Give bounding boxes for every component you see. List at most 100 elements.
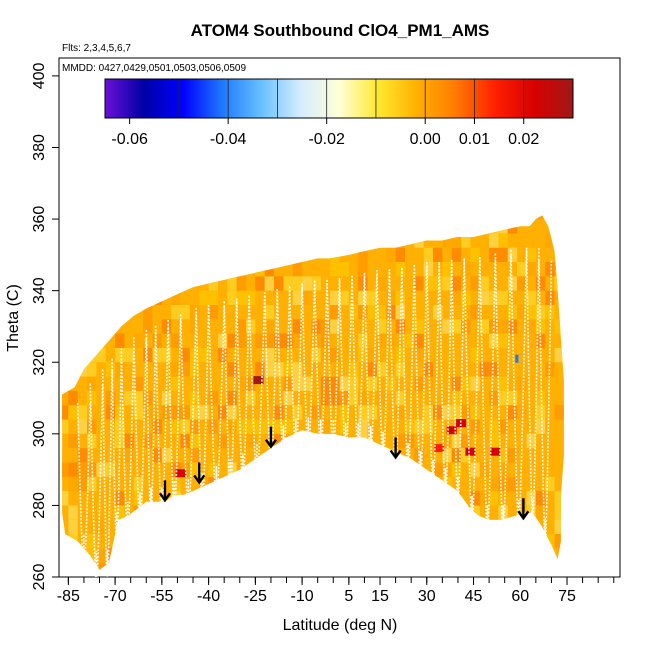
data-cell bbox=[320, 491, 331, 506]
data-cell bbox=[152, 405, 162, 420]
data-cell bbox=[330, 290, 340, 305]
data-cell bbox=[171, 519, 181, 534]
data-cell bbox=[171, 333, 181, 348]
arrow-marker bbox=[264, 426, 277, 449]
data-cell bbox=[367, 347, 377, 363]
data-cell-hotspot bbox=[456, 419, 467, 428]
data-cell bbox=[255, 262, 265, 277]
chart-title: ATOM4 Southbound ClO4_PM1_AMS bbox=[191, 21, 490, 40]
data-cell bbox=[264, 305, 275, 320]
data-cell bbox=[246, 419, 256, 434]
data-cell bbox=[152, 233, 162, 248]
data-cell bbox=[507, 390, 518, 406]
data-cell bbox=[180, 548, 190, 563]
data-cell bbox=[386, 247, 396, 262]
data-cell bbox=[105, 276, 116, 291]
data-cell bbox=[526, 215, 536, 220]
data-cell bbox=[68, 505, 78, 520]
data-cell bbox=[161, 347, 172, 363]
data-cell bbox=[180, 233, 190, 248]
data-cell bbox=[133, 390, 144, 406]
data-cell bbox=[274, 433, 284, 449]
data-cell bbox=[180, 362, 190, 377]
data-cell bbox=[68, 233, 78, 248]
data-cell bbox=[404, 534, 415, 549]
data-cell bbox=[124, 262, 134, 277]
data-cell bbox=[414, 215, 424, 220]
data-cell bbox=[479, 491, 490, 506]
data-cell bbox=[292, 262, 303, 277]
data-cell bbox=[526, 305, 536, 320]
data-cell bbox=[395, 219, 405, 234]
data-cell bbox=[236, 548, 247, 563]
data-cell bbox=[236, 276, 247, 291]
data-cell bbox=[133, 233, 144, 248]
data-cell bbox=[62, 491, 69, 506]
data-cell bbox=[199, 347, 209, 363]
data-cell bbox=[461, 534, 471, 549]
data-cell bbox=[302, 290, 312, 305]
data-cell bbox=[367, 534, 377, 549]
data-cell bbox=[208, 290, 218, 305]
data-cell bbox=[180, 562, 190, 570]
data-cell bbox=[526, 290, 536, 305]
data-cell bbox=[367, 491, 377, 506]
data-cell bbox=[358, 290, 368, 305]
data-cell bbox=[451, 247, 462, 262]
data-cell bbox=[189, 305, 200, 320]
data-cell bbox=[507, 215, 518, 220]
data-cell bbox=[386, 548, 396, 563]
data-cell bbox=[189, 390, 200, 406]
data-cell bbox=[461, 219, 471, 234]
data-cell bbox=[451, 290, 462, 305]
data-cell bbox=[433, 305, 443, 320]
data-cell bbox=[395, 262, 405, 277]
data-cell bbox=[461, 376, 471, 391]
data-cell bbox=[358, 419, 368, 434]
data-cell bbox=[171, 290, 181, 305]
data-cell bbox=[246, 491, 256, 506]
data-cell bbox=[395, 405, 405, 420]
arrow-head bbox=[193, 474, 206, 485]
colorbar-tick-label: 0.00 bbox=[410, 131, 441, 148]
x-tick-label: -70 bbox=[104, 588, 127, 605]
data-cell bbox=[302, 276, 312, 291]
data-cell bbox=[264, 233, 275, 248]
plot-frame bbox=[58, 57, 621, 578]
data-cell bbox=[339, 476, 349, 492]
data-cell bbox=[554, 519, 564, 534]
data-cell bbox=[77, 405, 88, 420]
data-cell bbox=[264, 362, 275, 377]
data-cell bbox=[498, 247, 508, 262]
data-cell bbox=[180, 419, 190, 434]
data-cell bbox=[208, 390, 218, 406]
data-cell bbox=[339, 505, 349, 520]
data-cell bbox=[246, 433, 256, 449]
flight-profile bbox=[538, 260, 553, 542]
data-cell bbox=[87, 376, 97, 391]
data-cell bbox=[180, 305, 190, 320]
data-cell bbox=[564, 463, 573, 477]
data-cell bbox=[339, 290, 349, 305]
data-cell bbox=[564, 391, 573, 405]
data-cell bbox=[442, 319, 452, 334]
flight-profile bbox=[401, 267, 416, 471]
data-cell bbox=[479, 462, 490, 477]
data-cell bbox=[264, 247, 275, 262]
data-cell bbox=[386, 462, 396, 477]
data-cell bbox=[386, 476, 396, 492]
data-cell bbox=[283, 219, 293, 234]
data-cell bbox=[470, 534, 480, 549]
data-cell bbox=[414, 491, 424, 506]
flight-profile bbox=[450, 259, 465, 502]
arrow-marker bbox=[389, 437, 402, 460]
data-cell bbox=[236, 505, 247, 520]
x-tick-label: -55 bbox=[150, 588, 173, 605]
colorbar-tick-label: -0.02 bbox=[308, 131, 345, 148]
data-cell bbox=[302, 548, 312, 563]
data-cell bbox=[507, 276, 518, 291]
data-cell bbox=[564, 420, 573, 434]
data-cell bbox=[451, 505, 462, 520]
data-cell bbox=[302, 448, 312, 463]
data-cell bbox=[283, 390, 293, 406]
